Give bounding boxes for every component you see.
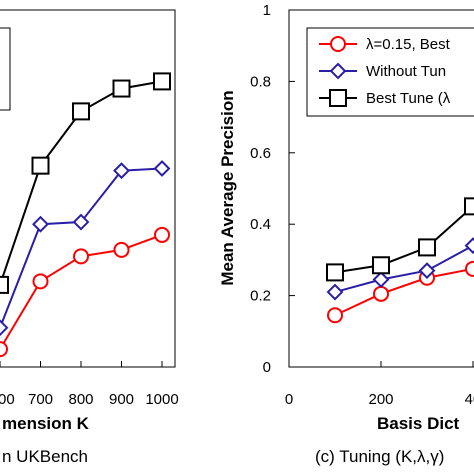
- right-chart-panel: 0 0.2 0.4 0.6 0.8 1 0 200 40 λ=0.15, Best Without…: [218, 2, 474, 466]
- right-series-point-0: [327, 307, 343, 324]
- right-x-tick-label: 40: [465, 391, 474, 408]
- left-legend-box-edge: [0, 27, 11, 111]
- right-y-tick-label: 0.8: [250, 73, 271, 90]
- right-series-point-2: [464, 197, 474, 216]
- left-series-point-1: [72, 213, 90, 231]
- legend-marker-0: [330, 36, 346, 52]
- right-series-point-1: [464, 237, 474, 255]
- left-x-tick-label: 900: [109, 391, 134, 408]
- left-tick-group: 00 700 800 900 1000: [0, 361, 179, 408]
- left-x-tick-label: 00: [0, 391, 15, 408]
- legend-label-1: Without Tun: [366, 63, 446, 80]
- right-tick-group: 0 0.2 0.4 0.6 0.8 1 0 200 40: [250, 2, 474, 408]
- left-chart-panel: 00 700 800 900 1000 mension K n UKBench: [0, 9, 179, 466]
- left-x-axis-title: mension K: [2, 414, 90, 433]
- right-series-point-2: [326, 263, 344, 282]
- right-y-tick-label: 0.4: [250, 216, 271, 233]
- right-series-line-1: [334, 244, 474, 293]
- right-y-tick-label: 0: [263, 359, 271, 376]
- left-series-point-0: [73, 248, 89, 265]
- left-x-tick-label: 1000: [145, 391, 178, 408]
- right-series-point-2: [372, 256, 390, 275]
- left-series-point-2: [112, 79, 131, 98]
- left-series-point-1: [32, 215, 49, 233]
- legend-marker-1: [329, 62, 347, 80]
- left-series-point-2: [153, 72, 171, 91]
- left-series-point-2: [72, 102, 90, 121]
- left-caption: n UKBench: [2, 447, 88, 466]
- left-series-point-1: [153, 160, 171, 177]
- right-series-point-0: [373, 285, 389, 302]
- legend-label-0: λ=0.15, Best: [366, 36, 451, 53]
- legend-marker-2: [329, 89, 347, 107]
- right-series-point-1: [418, 262, 436, 280]
- right-series-line-2: [334, 205, 474, 274]
- right-x-tick-label: 200: [368, 391, 393, 408]
- left-series-point-2: [0, 275, 9, 294]
- right-y-tick-label: 0.2: [250, 288, 271, 305]
- left-series-point-0: [154, 226, 170, 243]
- right-caption: (c) Tuning (K,λ,γ): [315, 447, 444, 466]
- right-y-axis-title: Mean Average Precision: [218, 90, 237, 285]
- right-x-axis-title: Basis Dict: [377, 414, 460, 433]
- right-legend: λ=0.15, Best Without Tun Best Tune (λ: [306, 27, 474, 117]
- right-series-point-1: [372, 271, 390, 288]
- right-series-line-0: [334, 267, 474, 317]
- right-series-point-1: [326, 283, 344, 301]
- left-x-tick-label: 700: [28, 391, 53, 408]
- left-plot-frame: [0, 9, 176, 368]
- right-y-tick-label: 0.6: [250, 145, 271, 162]
- right-series-group: [326, 197, 474, 324]
- right-series-point-2: [418, 238, 436, 257]
- legend-entries: λ=0.15, Best Without Tun Best Tune (λ: [319, 36, 451, 107]
- left-x-tick-label: 800: [68, 391, 93, 408]
- right-y-tick-label: 1: [263, 2, 271, 19]
- left-series-point-0: [0, 341, 8, 358]
- left-series-point-2: [31, 156, 50, 175]
- left-series-line-1: [0, 167, 163, 329]
- left-series-point-0: [32, 273, 49, 290]
- right-plot-frame: [288, 9, 474, 368]
- left-series-point-1: [0, 319, 9, 337]
- left-series-group: [0, 72, 171, 358]
- legend-label-2: Best Tune (λ: [366, 90, 451, 107]
- left-series-point-1: [113, 162, 130, 180]
- right-series-point-0: [465, 260, 474, 277]
- right-x-tick-label: 0: [285, 391, 293, 408]
- left-series-point-0: [113, 241, 130, 258]
